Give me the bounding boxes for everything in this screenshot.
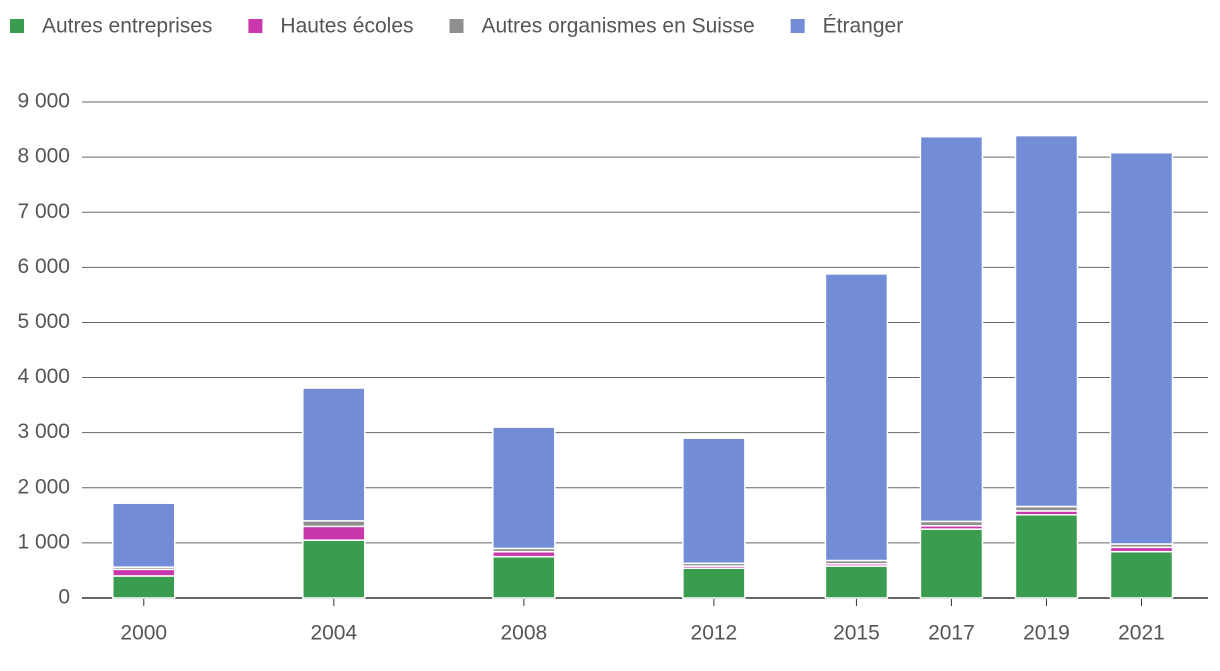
y-tick-label: 2 000 bbox=[17, 475, 70, 498]
bar-segment bbox=[682, 437, 746, 565]
y-tick-label: 8 000 bbox=[17, 145, 70, 168]
bar-segment bbox=[302, 387, 366, 522]
y-tick-label: 9 000 bbox=[17, 90, 70, 113]
x-tick-label: 2021 bbox=[1118, 622, 1165, 645]
bar-segment bbox=[112, 575, 176, 599]
legend-swatch bbox=[449, 19, 464, 33]
legend-swatch bbox=[248, 19, 263, 33]
bar-segment bbox=[824, 565, 889, 599]
bar-segment bbox=[919, 135, 984, 523]
y-tick-label: 1 000 bbox=[17, 530, 70, 553]
y-tick-label: 0 bbox=[58, 586, 70, 609]
bar-segment bbox=[112, 568, 176, 577]
bar-segment bbox=[1014, 134, 1079, 508]
x-tick-label: 2000 bbox=[120, 622, 167, 645]
bar-segment bbox=[302, 520, 366, 528]
bar-segment bbox=[302, 539, 366, 599]
bar-segment bbox=[1109, 550, 1174, 599]
y-tick-label: 7 000 bbox=[17, 200, 70, 223]
legend-label: Étranger bbox=[823, 15, 904, 38]
legend-swatch bbox=[10, 19, 24, 33]
x-tick-label: 2012 bbox=[691, 622, 738, 645]
y-tick-label: 3 000 bbox=[17, 420, 70, 443]
x-tick-label: 2008 bbox=[500, 622, 547, 645]
y-tick-label: 4 000 bbox=[17, 365, 70, 388]
bar-segment bbox=[492, 426, 556, 550]
bar-segment bbox=[682, 567, 746, 599]
bar-segment bbox=[302, 525, 366, 541]
bar-segment bbox=[824, 273, 889, 562]
bar-segment bbox=[1109, 151, 1174, 545]
x-tick-label: 2015 bbox=[833, 622, 880, 645]
x-tick-label: 2004 bbox=[310, 622, 357, 645]
bar-segment bbox=[1014, 514, 1079, 599]
legend-label: Autres entreprises bbox=[42, 15, 212, 38]
bar-segment bbox=[112, 502, 176, 568]
x-tick-label: 2017 bbox=[928, 622, 975, 645]
bar-segment bbox=[492, 555, 556, 599]
legend-label: Hautes écoles bbox=[280, 15, 413, 38]
y-tick-label: 5 000 bbox=[17, 310, 70, 333]
legend-swatch bbox=[790, 19, 805, 33]
bar-segment bbox=[919, 528, 984, 599]
legend-label: Autres organismes en Suisse bbox=[482, 15, 755, 38]
y-tick-label: 6 000 bbox=[17, 255, 70, 278]
x-tick-label: 2019 bbox=[1023, 622, 1070, 645]
